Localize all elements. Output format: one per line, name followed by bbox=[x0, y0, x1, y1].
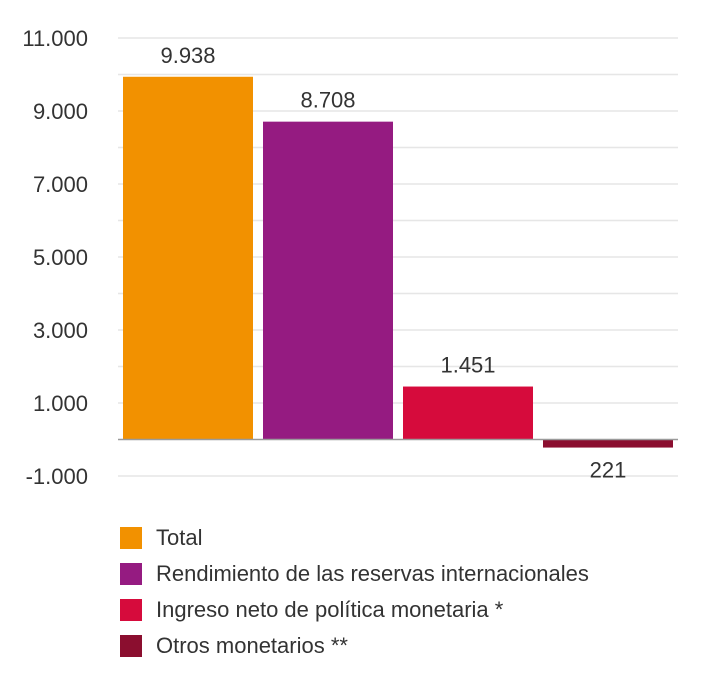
y-tick-label: -1.000 bbox=[26, 464, 88, 489]
bar-4 bbox=[543, 439, 673, 448]
legend-swatch-otros-monetarios bbox=[120, 635, 142, 657]
y-tick-label: 3.000 bbox=[33, 318, 88, 343]
y-tick-label: 7.000 bbox=[33, 172, 88, 197]
bar-value-label: 8.708 bbox=[300, 88, 355, 113]
y-tick-label: 9.000 bbox=[33, 99, 88, 124]
bar-1 bbox=[123, 76, 253, 440]
y-tick-label: 5.000 bbox=[33, 245, 88, 270]
y-tick-label: 1.000 bbox=[33, 391, 88, 416]
legend-label-total: Total bbox=[156, 525, 203, 550]
legend-label-otros-monetarios: Otros monetarios ** bbox=[156, 633, 348, 658]
bar-value-label: 1.451 bbox=[440, 353, 495, 378]
legend: Total Rendimiento de las reservas intern… bbox=[120, 520, 589, 664]
bar-chart-plot: 11.000 9.000 7.000 5.000 3.000 1.000 -1.000 9.9… bbox=[22, 26, 678, 489]
legend-label-rendimiento-reservas: Rendimiento de las reservas internaciona… bbox=[156, 561, 589, 586]
legend-swatch-total bbox=[120, 527, 142, 549]
bar-3 bbox=[403, 386, 533, 440]
legend-label-ingreso-neto: Ingreso neto de política monetaria * bbox=[156, 597, 504, 622]
bar-value-label: 9.938 bbox=[160, 43, 215, 68]
bar-2 bbox=[263, 121, 393, 440]
bar-value-label: 221 bbox=[590, 458, 627, 483]
legend-swatch-rendimiento-reservas bbox=[120, 563, 142, 585]
y-tick-label: 11.000 bbox=[22, 26, 88, 51]
legend-item-total: Total bbox=[120, 520, 589, 556]
legend-item-ingreso-neto: Ingreso neto de política monetaria * bbox=[120, 592, 589, 628]
legend-swatch-ingreso-neto bbox=[120, 599, 142, 621]
legend-item-otros-monetarios: Otros monetarios ** bbox=[120, 628, 589, 664]
legend-item-rendimiento-reservas: Rendimiento de las reservas internaciona… bbox=[120, 556, 589, 592]
